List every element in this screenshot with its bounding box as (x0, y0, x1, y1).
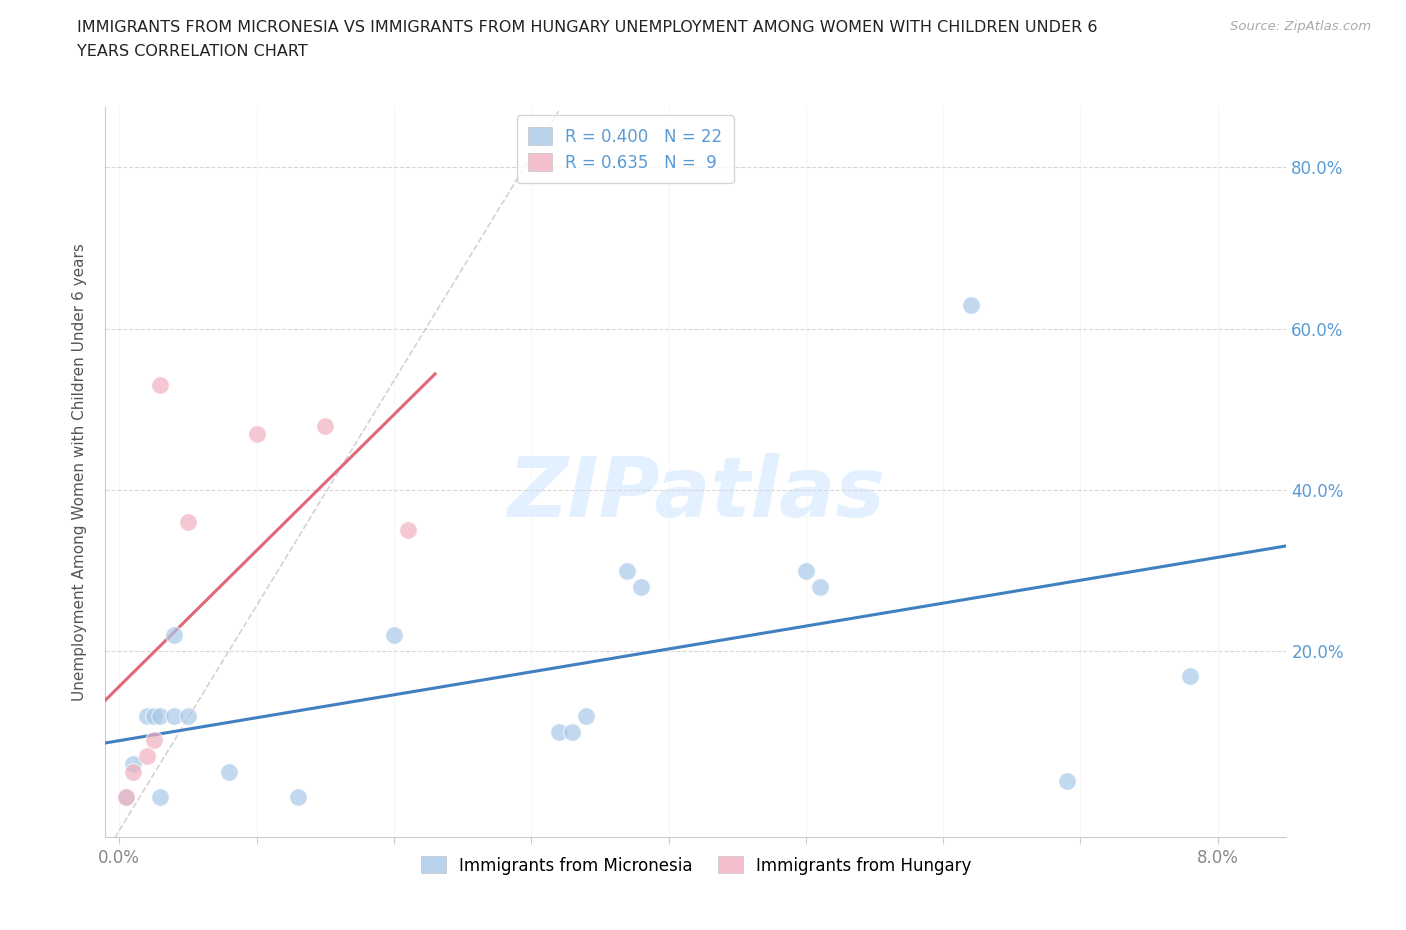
Point (287, 790, 309, 804)
Text: Source: ZipAtlas.com: Source: ZipAtlas.com (1230, 20, 1371, 33)
Text: YEARS CORRELATION CHART: YEARS CORRELATION CHART (77, 44, 308, 59)
Point (630, 579, 652, 594)
Point (115, 790, 138, 804)
Point (149, 709, 172, 724)
Point (122, 757, 145, 772)
Point (547, 724, 569, 739)
Point (135, 749, 157, 764)
Point (122, 765, 145, 780)
Text: ZIPatlas: ZIPatlas (508, 454, 884, 535)
Point (616, 564, 638, 578)
Point (218, 765, 240, 780)
Point (149, 790, 172, 804)
Text: IMMIGRANTS FROM MICRONESIA VS IMMIGRANTS FROM HUNGARY UNEMPLOYMENT AMONG WOMEN W: IMMIGRANTS FROM MICRONESIA VS IMMIGRANTS… (77, 20, 1098, 35)
Point (575, 709, 598, 724)
Point (177, 709, 200, 724)
Point (1056, 773, 1078, 788)
Point (142, 733, 165, 748)
Point (115, 790, 138, 804)
Point (142, 709, 165, 724)
Point (245, 426, 267, 441)
Point (561, 724, 583, 739)
Point (163, 709, 186, 724)
Point (135, 709, 157, 724)
Point (177, 515, 200, 530)
Point (959, 298, 981, 312)
Y-axis label: Unemployment Among Women with Children Under 6 years: Unemployment Among Women with Children U… (72, 243, 87, 701)
Point (314, 418, 336, 433)
Point (1180, 669, 1202, 684)
Legend: Immigrants from Micronesia, Immigrants from Hungary: Immigrants from Micronesia, Immigrants f… (413, 850, 979, 882)
Point (808, 579, 831, 594)
Point (794, 564, 817, 578)
Point (382, 628, 405, 643)
Point (163, 628, 186, 643)
Point (396, 523, 419, 538)
Point (149, 378, 172, 392)
